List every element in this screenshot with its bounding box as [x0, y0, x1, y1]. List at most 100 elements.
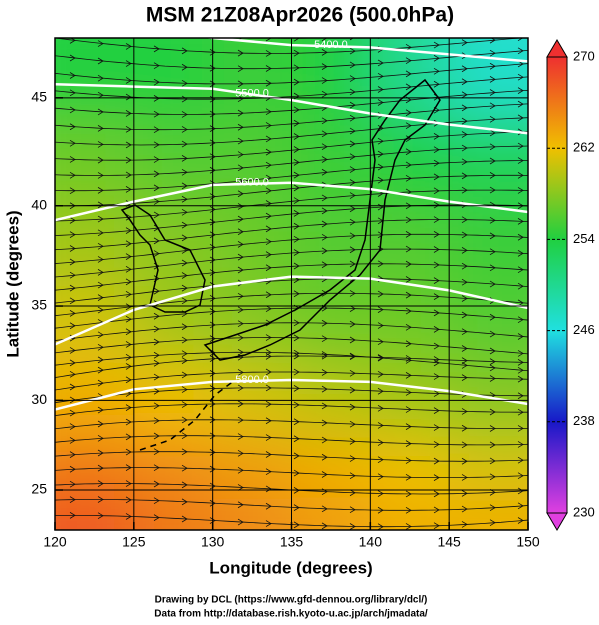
streamline-arrow	[209, 64, 216, 72]
credit-line: Drawing by DCL (https://www.gfd-dennou.o…	[155, 595, 428, 606]
x-tick-label: 120	[43, 534, 67, 550]
streamline-arrow	[97, 464, 104, 472]
streamline-arrow	[433, 359, 440, 367]
streamline-arrow	[125, 418, 132, 426]
streamline-arrow	[97, 91, 104, 99]
streamline-arrow	[349, 61, 356, 69]
streamline-arrow	[321, 453, 328, 461]
streamline-arrow	[377, 86, 384, 93]
field-cell	[55, 286, 135, 364]
streamline-arrow	[377, 137, 384, 145]
streamline-arrow	[153, 497, 160, 505]
streamline-arrow	[433, 261, 440, 269]
streamline-arrow	[209, 499, 216, 507]
field-cell	[370, 436, 451, 500]
streamline-arrow	[97, 156, 104, 164]
streamline-arrow	[461, 490, 468, 497]
streamlines	[55, 0, 528, 530]
streamline-arrow	[265, 451, 272, 458]
streamline-arrow	[69, 383, 76, 391]
streamline-arrow	[489, 280, 496, 288]
streamline-arrow	[405, 457, 412, 464]
streamline-arrow	[97, 294, 104, 301]
streamline-arrow	[125, 156, 132, 164]
streamline-arrow	[405, 161, 412, 169]
streamline-arrow	[97, 74, 104, 82]
streamline-arrow	[125, 93, 132, 101]
streamline-arrow	[209, 335, 216, 342]
streamline-arrow	[377, 260, 384, 268]
streamline-arrow	[125, 404, 132, 411]
streamline-arrow	[349, 140, 356, 148]
streamline-arrow	[181, 515, 188, 523]
streamline-arrow	[517, 100, 524, 108]
streamline-arrow	[293, 146, 300, 153]
streamline-arrow	[125, 433, 132, 441]
streamline-arrow	[153, 514, 160, 521]
streamline-arrow	[517, 359, 524, 366]
colorbar-extend-top	[546, 39, 568, 58]
streamline-arrow	[405, 148, 412, 156]
streamline-arrow	[69, 480, 76, 488]
streamline-arrow	[490, 0, 495, 3]
streamline-arrow	[349, 352, 356, 360]
streamline-arrow	[377, 231, 384, 239]
streamline-arrow	[153, 351, 160, 359]
streamline-arrow	[69, 423, 76, 430]
streamline-arrow	[321, 505, 328, 513]
streamline-arrow	[265, 468, 272, 476]
streamline	[55, 49, 528, 70]
streamline-arrow	[377, 387, 384, 395]
streamline-arrow	[518, 8, 523, 14]
streamline-arrow	[153, 198, 160, 205]
x-tick-label: 140	[359, 534, 383, 550]
streamline-arrow	[433, 506, 440, 514]
streamline-arrow	[321, 402, 328, 410]
streamline-arrow	[265, 187, 272, 195]
streamline-arrow	[349, 205, 356, 213]
streamline-arrow	[377, 59, 384, 67]
streamline-arrow	[321, 143, 328, 151]
korea-coast	[120, 204, 206, 313]
streamline-arrow	[153, 312, 160, 320]
contour-line	[204, 38, 528, 63]
streamline-arrow	[181, 386, 188, 393]
streamline-arrow	[69, 347, 76, 354]
streamline-arrow	[433, 277, 440, 284]
field-cell	[133, 498, 214, 530]
streamline-arrow	[517, 366, 524, 374]
streamline-arrow	[405, 57, 412, 65]
streamline-arrow	[349, 166, 356, 173]
streamline-arrow	[69, 409, 76, 417]
streamline-arrow	[517, 456, 524, 464]
field-cell	[291, 205, 372, 288]
streamline-arrow	[153, 95, 160, 102]
streamline-arrow	[433, 67, 440, 75]
streamline-arrow	[489, 157, 496, 165]
streamline-arrow	[237, 190, 244, 198]
streamline-arrow	[461, 39, 468, 46]
streamline-arrow	[97, 306, 104, 314]
streamline-arrow	[209, 256, 216, 264]
streamline-arrow	[405, 506, 412, 514]
streamline-arrow	[433, 231, 440, 238]
streamline-arrow	[237, 466, 244, 474]
streamline-arrow	[517, 517, 524, 524]
streamline-arrow	[489, 49, 496, 57]
streamline-arrow	[489, 375, 496, 382]
streamline-arrow	[405, 323, 412, 331]
streamline-arrow	[349, 523, 356, 530]
streamline-arrow	[237, 400, 244, 408]
streamline-arrow	[209, 308, 216, 315]
streamline	[55, 38, 524, 54]
streamline-arrow	[405, 135, 412, 143]
streamline	[55, 515, 528, 528]
streamline-arrow	[237, 80, 244, 88]
streamline-arrow	[462, 26, 467, 32]
streamline-arrow	[237, 292, 244, 300]
streamline-arrow	[237, 416, 244, 424]
streamline-arrow	[265, 264, 272, 272]
streamline-arrow	[377, 176, 384, 184]
streamline-arrow	[153, 62, 160, 70]
field-cell	[212, 38, 293, 121]
